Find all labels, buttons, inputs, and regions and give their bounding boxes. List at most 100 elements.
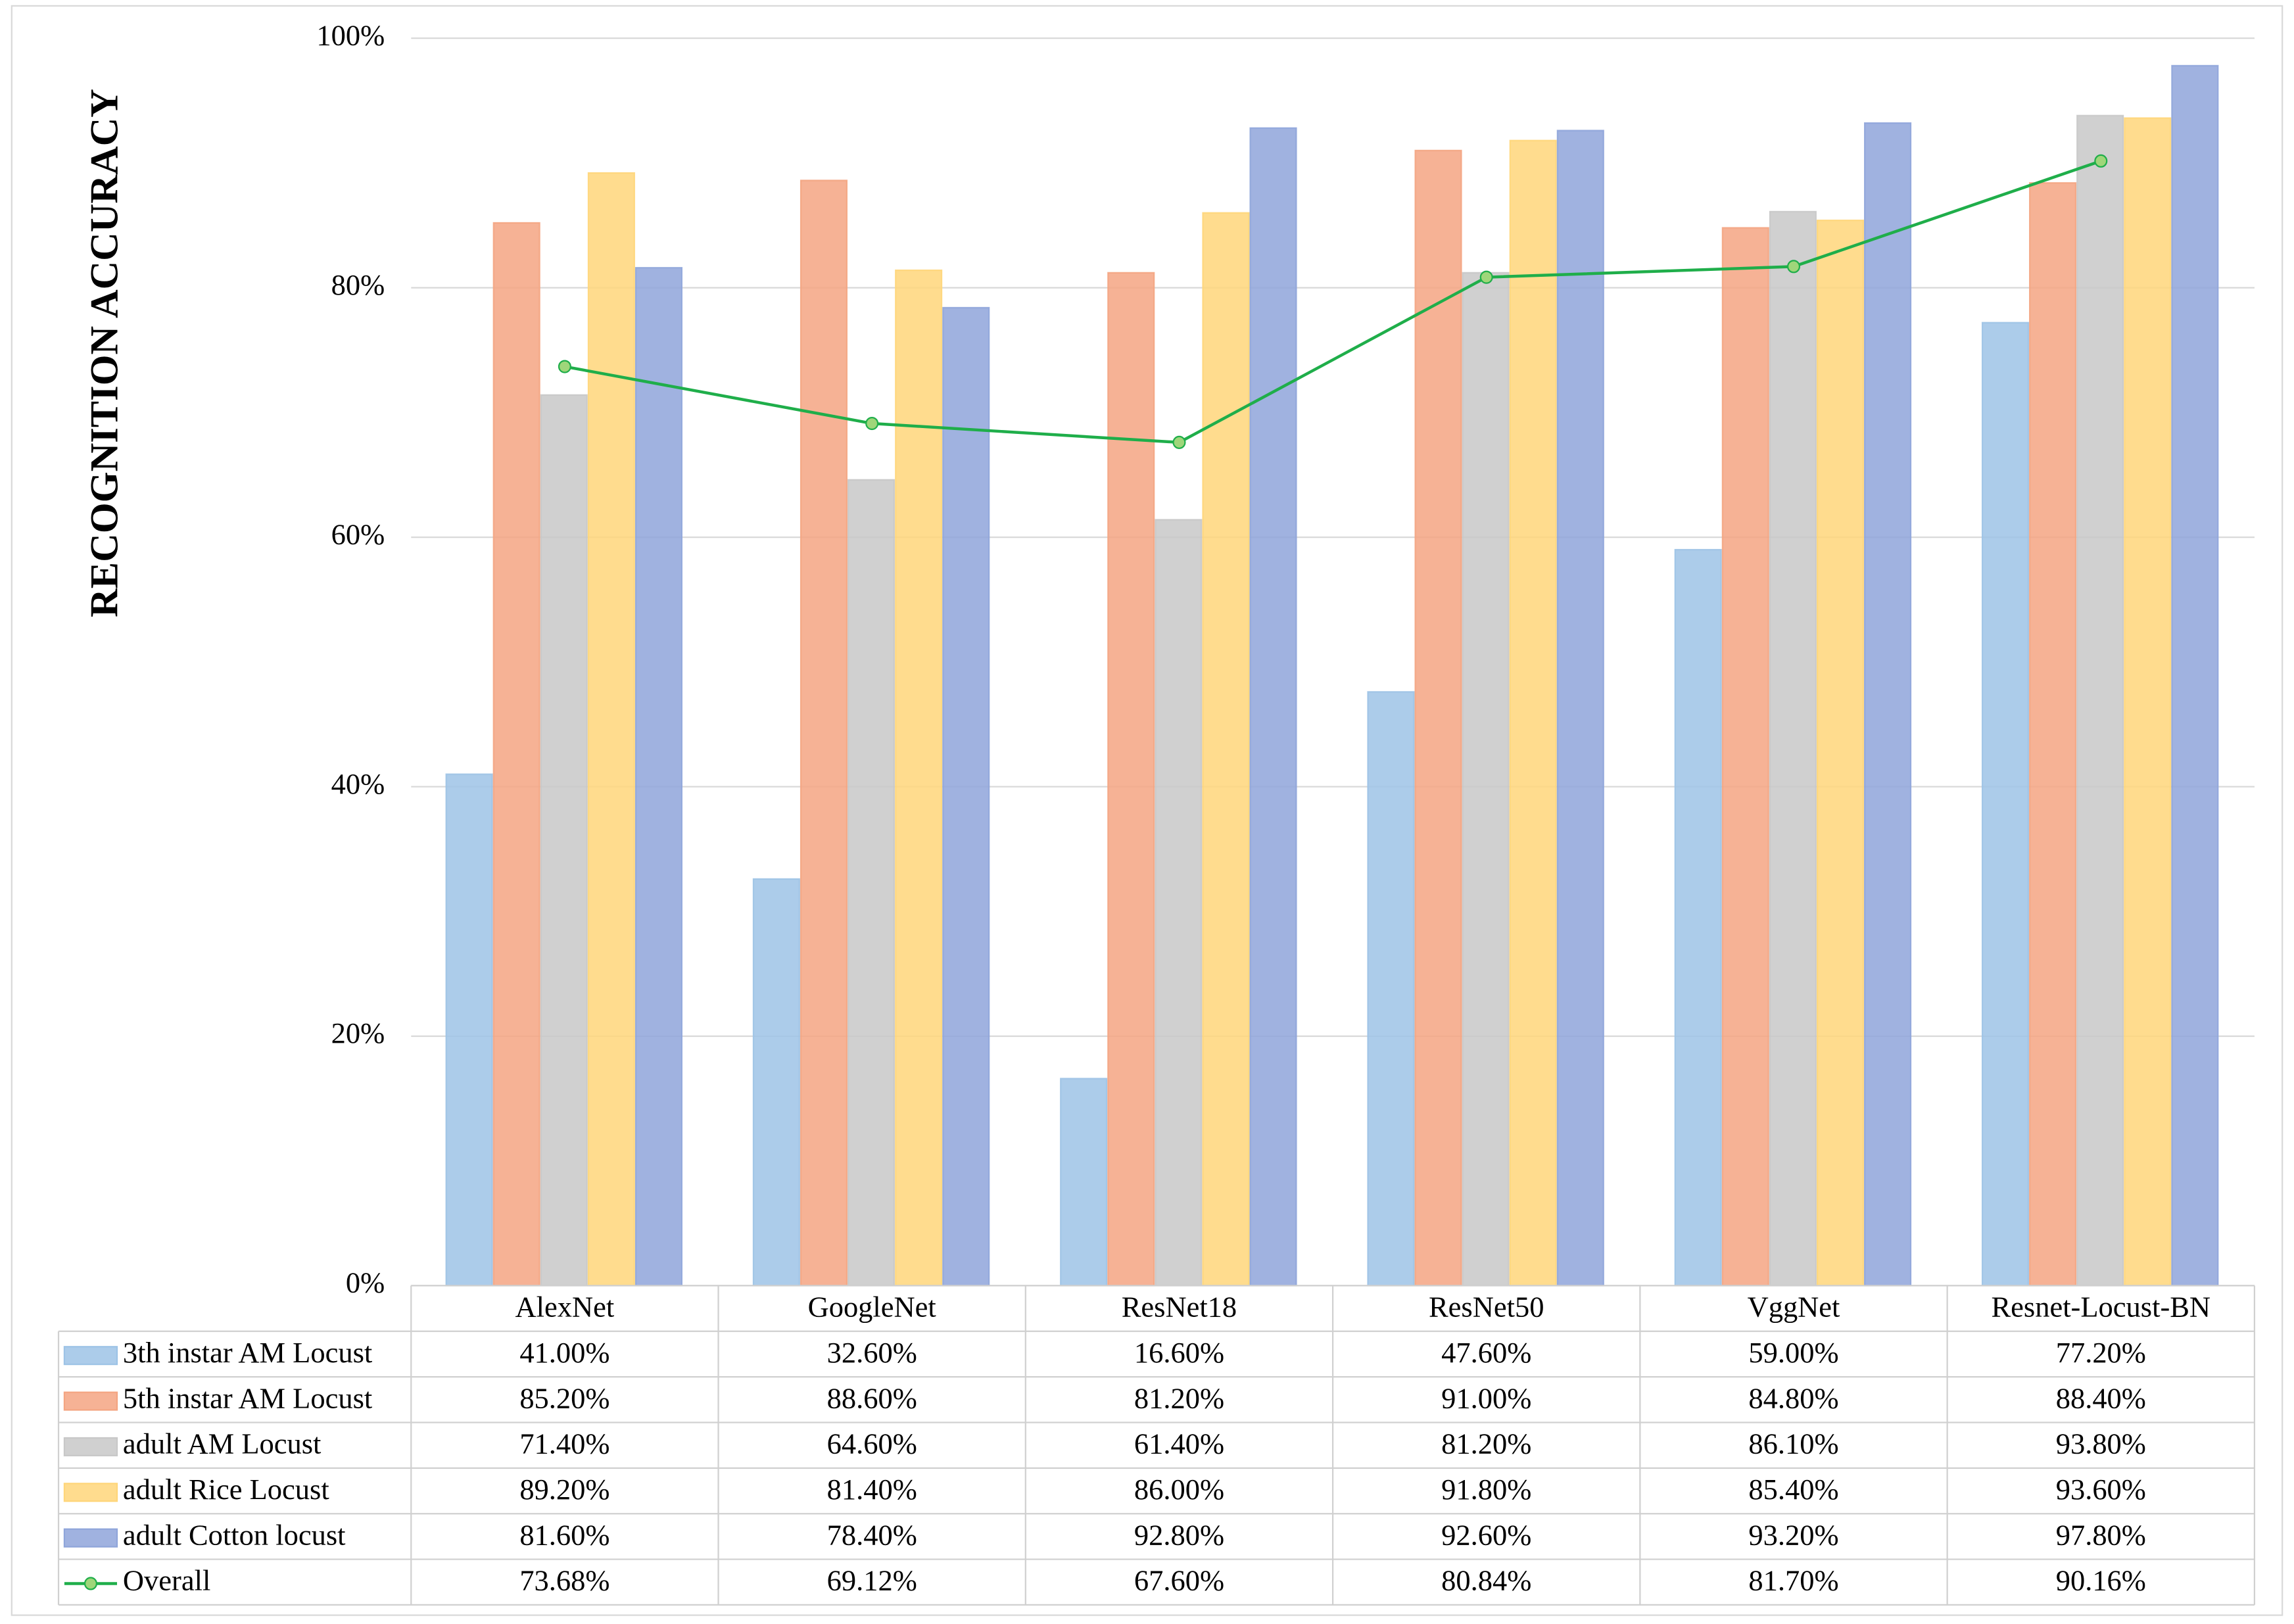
table-cell: 90.16% (2056, 1564, 2146, 1597)
bar (1414, 149, 1462, 1287)
table-cell: 77.20% (2056, 1336, 2146, 1369)
x-tick-label: ResNet18 (1122, 1290, 1237, 1323)
bar (445, 773, 493, 1287)
table-cell: 32.60% (827, 1336, 917, 1369)
bar (1060, 1078, 1108, 1287)
table-cell: 85.40% (1748, 1473, 1838, 1506)
table-cell: 81.20% (1441, 1427, 1531, 1460)
x-tick-label: AlexNet (515, 1290, 615, 1323)
y-tick-label: 0% (346, 1266, 385, 1299)
bar (1202, 212, 1250, 1287)
table-cell: 88.60% (827, 1381, 917, 1414)
bar (1249, 127, 1297, 1287)
table-cell: 59.00% (1748, 1336, 1838, 1369)
bar (634, 267, 683, 1287)
y-tick-label: 80% (331, 268, 385, 301)
bar (1367, 691, 1415, 1287)
line-marker (865, 416, 879, 431)
table-cell: 81.20% (1134, 1381, 1224, 1414)
table-cell: 16.60% (1134, 1336, 1224, 1369)
bar (1981, 322, 2030, 1287)
line-marker (2094, 154, 2108, 168)
bar (1462, 272, 1510, 1287)
bar (895, 269, 943, 1287)
y-tick-label: 100% (316, 18, 385, 51)
legend-label: 5th instar AM Locust (123, 1381, 373, 1414)
bar (1674, 548, 1722, 1287)
table-cell: 88.40% (2056, 1381, 2146, 1414)
table-cell: 67.60% (1134, 1564, 1224, 1597)
legend-label: adult AM Locust (123, 1427, 322, 1460)
bar (1721, 227, 1769, 1287)
table-cell: 84.80% (1748, 1381, 1838, 1414)
legend-swatch (63, 1391, 118, 1411)
bar (942, 306, 990, 1287)
table-cell: 93.80% (2056, 1427, 2146, 1460)
table-cell: 81.70% (1748, 1564, 1838, 1597)
bar (752, 878, 800, 1287)
table-cell: 81.40% (827, 1473, 917, 1506)
legend-label: Overall (123, 1564, 210, 1597)
bar (492, 222, 540, 1287)
x-tick-label: VggNet (1748, 1290, 1840, 1323)
table-cell: 89.20% (519, 1473, 609, 1506)
table-cell: 97.80% (2056, 1518, 2146, 1551)
legend-swatch (63, 1346, 118, 1366)
legend-swatch (63, 1437, 118, 1456)
legend-label: 3th instar AM Locust (123, 1336, 373, 1369)
bar (1556, 130, 1604, 1287)
table-cell: 92.80% (1134, 1518, 1224, 1551)
table-cell: 91.00% (1441, 1381, 1531, 1414)
table-cell: 91.80% (1441, 1473, 1531, 1506)
table-cell: 86.10% (1748, 1427, 1838, 1460)
y-tick-label: 60% (331, 517, 385, 550)
table-cell: 81.60% (519, 1518, 609, 1551)
table-cell: 47.60% (1441, 1336, 1531, 1369)
line (564, 159, 2102, 444)
bar (1816, 220, 1865, 1287)
table-cell: 92.60% (1441, 1518, 1531, 1551)
bar (1769, 210, 1817, 1287)
table-cell: 93.60% (2056, 1473, 2146, 1506)
x-tick-label: ResNet50 (1429, 1290, 1544, 1323)
line-marker (1172, 435, 1186, 449)
bar (540, 394, 588, 1287)
line-marker (1786, 260, 1801, 274)
bar (1864, 122, 1912, 1287)
legend-swatch (63, 1528, 118, 1548)
bar (587, 172, 635, 1287)
table-cell: 73.68% (519, 1564, 609, 1597)
y-tick-label: 40% (331, 767, 385, 800)
table-cell: 86.00% (1134, 1473, 1224, 1506)
legend-swatch (84, 1577, 97, 1590)
chart-border (11, 5, 2283, 1616)
y-tick-label: 20% (331, 1016, 385, 1049)
bar (848, 479, 896, 1287)
bar (2029, 182, 2077, 1287)
bar (800, 179, 848, 1287)
legend-label: adult Rice Locust (123, 1473, 329, 1506)
table-cell: 85.20% (519, 1381, 609, 1414)
bar (2171, 64, 2219, 1287)
legend-label: adult Cotton locust (123, 1518, 346, 1551)
table-cell: 64.60% (827, 1427, 917, 1460)
table-cell: 69.12% (827, 1564, 917, 1597)
y-axis-title: RECOGNITION ACCURACY (83, 89, 127, 617)
bar (1155, 519, 1203, 1287)
x-tick-label: Resnet-Locust-BN (1991, 1290, 2210, 1323)
table-cell: 78.40% (827, 1518, 917, 1551)
table-cell: 93.20% (1748, 1518, 1838, 1551)
bar (1509, 139, 1557, 1287)
table-cell: 71.40% (519, 1427, 609, 1460)
bar (2076, 114, 2124, 1287)
table-cell: 61.40% (1134, 1427, 1224, 1460)
bar (1107, 272, 1155, 1287)
bar (2124, 117, 2172, 1287)
line-marker (558, 360, 571, 373)
legend-swatch (63, 1483, 118, 1502)
line-marker (1479, 270, 1493, 284)
table-cell: 41.00% (519, 1336, 609, 1369)
table-cell: 80.84% (1441, 1564, 1531, 1597)
